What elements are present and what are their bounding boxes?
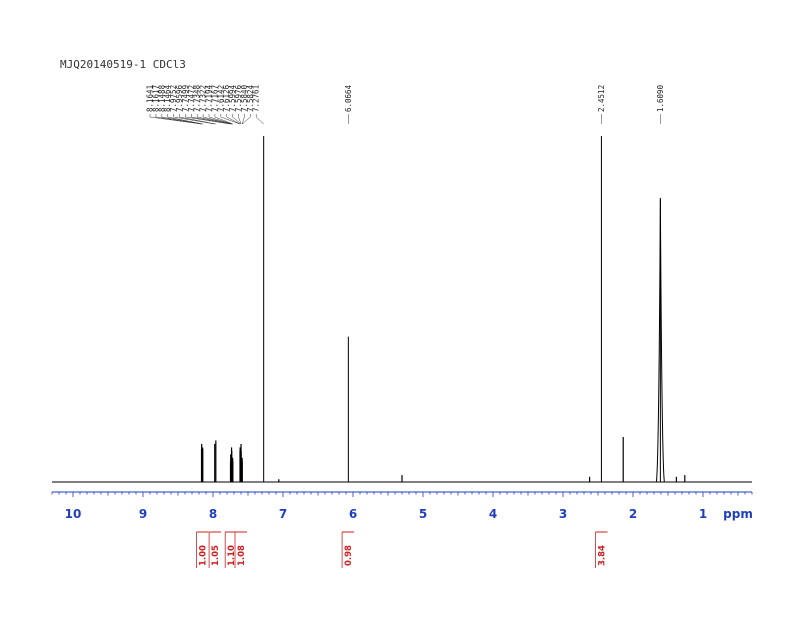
peak-label-leader bbox=[232, 114, 242, 125]
peak-label: 8.1641 bbox=[146, 85, 155, 112]
peak-label-leader bbox=[238, 114, 242, 125]
integral-value: 1.05 bbox=[211, 545, 221, 566]
x-tick-label: 5 bbox=[419, 507, 427, 521]
x-tick-label: 3 bbox=[559, 507, 567, 521]
x-tick-label: 1 bbox=[699, 507, 707, 521]
peak-label-leader bbox=[173, 114, 215, 125]
peak-label-leader bbox=[241, 114, 245, 125]
peak-label-leader bbox=[196, 114, 232, 125]
integral-value: 1.08 bbox=[237, 545, 247, 566]
peak-label-leader bbox=[167, 114, 203, 125]
peak-label-leader bbox=[202, 114, 232, 125]
x-tick-label: 4 bbox=[489, 507, 497, 521]
peak-label-leader bbox=[185, 114, 231, 125]
peak-label-leader bbox=[242, 114, 251, 125]
peak-label: 7.7348 bbox=[193, 84, 202, 112]
peak-label: 7.9596 bbox=[175, 84, 184, 112]
peak-label: 7.5994 bbox=[228, 84, 237, 112]
chart-title: MJQ20140519-1 CDCl3 bbox=[60, 58, 186, 71]
peak-label: 7.6126 bbox=[222, 84, 231, 112]
x-tick-label: 8 bbox=[209, 507, 217, 521]
peak-label: 7.2761 bbox=[252, 85, 261, 112]
peak-label-leader bbox=[226, 114, 241, 125]
x-tick-label: 2 bbox=[629, 507, 637, 521]
peak-label: 7.6142 bbox=[216, 85, 225, 112]
x-tick-label: 6 bbox=[349, 507, 357, 521]
peak-label-leader bbox=[161, 114, 203, 125]
spectrum-trace-group bbox=[52, 136, 752, 483]
peak-label: 7.7472 bbox=[187, 85, 196, 112]
peak-label: 7.7499 bbox=[181, 85, 190, 112]
integral-value: 3.84 bbox=[598, 545, 608, 566]
integral-value: 1.00 bbox=[199, 545, 209, 566]
x-axis: 10 9 8 7 6 5 4 3 2 1 ppm bbox=[51, 491, 753, 521]
peak-label-leader bbox=[191, 114, 231, 125]
peak-broadening bbox=[655, 198, 665, 483]
peak-label: 7.5824 bbox=[246, 84, 255, 112]
peak-label: 1.6090 bbox=[656, 84, 665, 112]
peak-label: 7.9752 bbox=[169, 85, 178, 112]
x-tick-label: 9 bbox=[139, 507, 147, 521]
peak-label: 7.5840 bbox=[240, 84, 249, 112]
peak-label-leader bbox=[179, 114, 216, 125]
peak-label: 8.1617 bbox=[151, 85, 160, 112]
peak-label: 7.5976 bbox=[234, 84, 243, 112]
peak-label-leader bbox=[220, 114, 241, 125]
peak-label: 7.7194 bbox=[205, 84, 214, 112]
peak-label-group: 8.16418.16178.14888.14647.97527.95967.74… bbox=[146, 84, 665, 125]
x-axis-unit-label: ppm bbox=[723, 507, 753, 521]
x-tick-label: 10 bbox=[65, 507, 82, 521]
peak-label-leader bbox=[208, 114, 233, 125]
x-tick-label: 7 bbox=[279, 507, 287, 521]
peak-label-leader bbox=[155, 114, 202, 125]
peak-label-leader bbox=[255, 114, 264, 125]
peak-label: 8.1464 bbox=[163, 84, 172, 112]
peak-label: 8.1488 bbox=[157, 84, 166, 112]
peak-label: 7.7167 bbox=[210, 85, 219, 112]
peak-label-leader bbox=[214, 114, 233, 125]
peak-label: 7.7322 bbox=[199, 85, 208, 112]
integral-label-group: 1.00 1.05 1.10 1.08 0.98 3.84 bbox=[196, 531, 608, 568]
peak-label-leader bbox=[149, 114, 202, 125]
integral-value: 1.10 bbox=[227, 545, 237, 566]
integral-value: 0.98 bbox=[344, 545, 354, 566]
peak-label: 6.0664 bbox=[344, 84, 353, 112]
peak-label: 2.4512 bbox=[597, 85, 606, 112]
